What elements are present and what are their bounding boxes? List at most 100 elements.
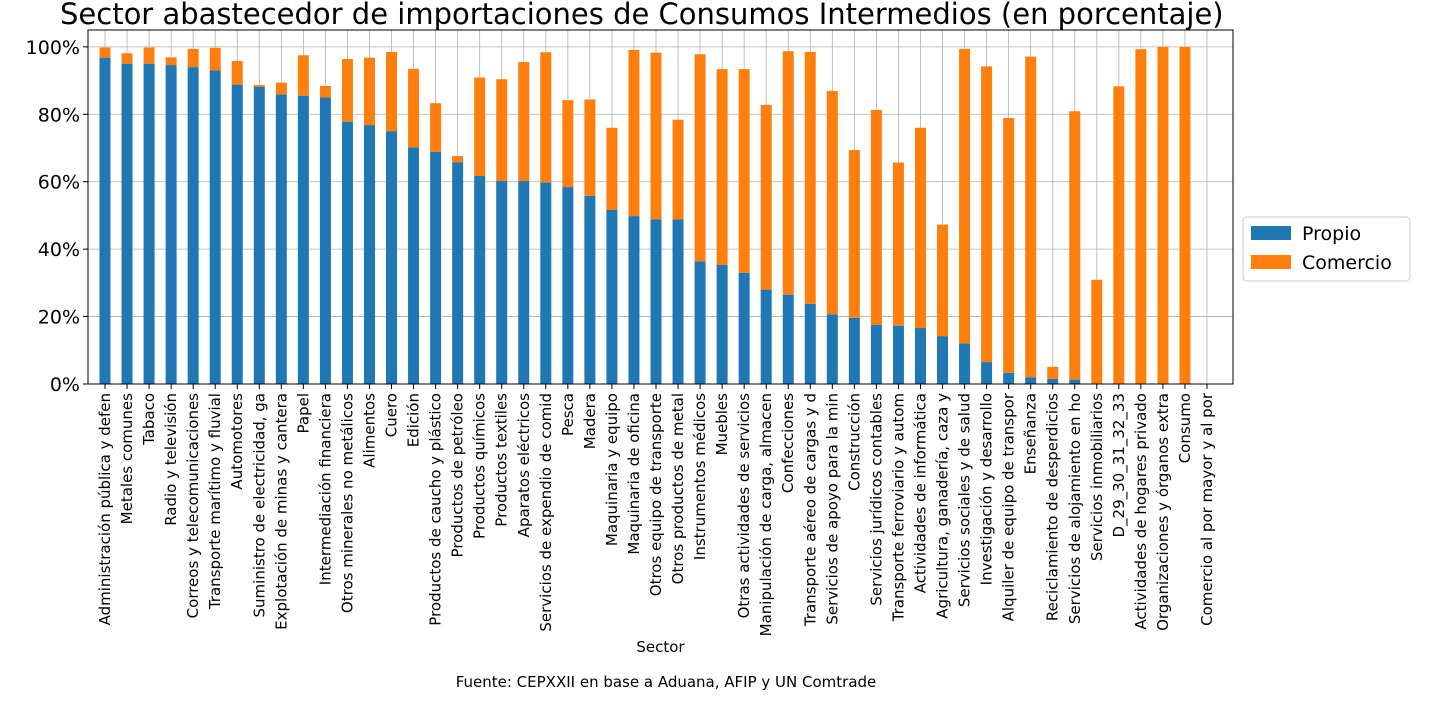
x-tick-label: Madera <box>581 393 599 449</box>
bar-comercio <box>1135 49 1147 385</box>
x-tick-label: Edición <box>405 393 423 447</box>
bar-comercio <box>452 156 464 163</box>
bar-propio <box>981 362 993 384</box>
bar-comercio <box>716 69 728 265</box>
bar-comercio <box>650 52 662 220</box>
y-tick-label: 0% <box>50 374 80 396</box>
bar-propio <box>540 182 552 384</box>
bar-propio <box>738 272 750 384</box>
bar-comercio <box>738 69 750 273</box>
bar-comercio <box>143 47 155 64</box>
x-tick-label: Servicios inmobiliarios <box>1088 393 1106 561</box>
x-tick-label: Manipulación de carga, almacen <box>757 393 775 636</box>
bar-comercio <box>1025 56 1037 378</box>
bar-comercio <box>1069 111 1081 380</box>
bar-propio <box>628 216 640 384</box>
bar-comercio <box>562 100 574 188</box>
legend-swatch-propio <box>1251 226 1291 240</box>
x-tick-label: Muebles <box>713 393 731 456</box>
x-tick-label: Productos químicos <box>471 393 489 539</box>
bar-comercio <box>518 62 530 182</box>
chart-title: Sector abastecedor de importaciones de C… <box>60 0 1224 31</box>
bar-comercio <box>1003 117 1015 373</box>
bar-propio <box>584 195 596 384</box>
bar-comercio <box>1157 46 1169 384</box>
bar-propio <box>892 325 904 384</box>
x-tick-label: Agricultura, ganadería, caza y <box>934 393 952 619</box>
x-tick-label: Intermediación financiera <box>316 393 334 585</box>
bar-propio <box>253 86 265 384</box>
x-tick-label: Papel <box>294 393 312 433</box>
y-tick-label: 60% <box>38 172 80 194</box>
y-tick-label: 20% <box>38 307 80 329</box>
bar-propio <box>1047 378 1059 384</box>
bar-propio <box>341 121 353 385</box>
bar-propio <box>606 209 618 384</box>
x-tick-label: D_29_30_31_32_33 <box>1110 393 1129 538</box>
bar-propio <box>231 84 243 385</box>
bar-comercio <box>430 103 442 152</box>
bar-comercio <box>386 51 398 132</box>
bar-comercio <box>848 150 860 318</box>
bar-propio <box>275 94 287 384</box>
bar-propio <box>452 162 464 384</box>
x-tick-label: Enseñanza <box>1022 393 1040 474</box>
y-axis-ticks: 0% 20% 40% 60% 80% 100% <box>26 37 88 396</box>
x-tick-label: Actividades de hogares privado <box>1132 393 1150 630</box>
x-tick-label: Metales comunes <box>118 393 136 525</box>
x-tick-label: Pesca <box>559 393 577 436</box>
bar-comercio <box>1179 46 1191 384</box>
y-tick-label: 80% <box>38 104 80 126</box>
bar-comercio <box>496 79 508 182</box>
bar-comercio <box>760 104 772 290</box>
bar-propio <box>1003 372 1015 384</box>
bar-propio <box>363 125 375 385</box>
x-tick-label: Explotación de minas y cantera <box>272 393 290 630</box>
bar-propio <box>297 95 309 384</box>
bar-comercio <box>540 52 552 183</box>
x-tick-label: Productos de petróleo <box>449 393 467 557</box>
bar-propio <box>319 97 331 384</box>
bar-comercio <box>209 47 221 71</box>
bar-comercio <box>981 66 993 363</box>
bar-comercio <box>606 127 618 210</box>
x-axis-ticks: Administración pública y defen Metales co… <box>96 384 1216 636</box>
bar-propio <box>408 147 420 384</box>
bar-comercio <box>363 57 375 126</box>
x-tick-label: Alquiler de equipo de transpor <box>1000 392 1018 621</box>
x-tick-label: Reciclamiento de desperdicios <box>1044 393 1062 621</box>
x-tick-label: Servicios de alojamiento en ho <box>1066 393 1084 624</box>
bar-comercio <box>914 127 926 329</box>
x-tick-label: Radio y televisión <box>162 393 180 526</box>
x-tick-label: Administración pública y defen <box>96 393 114 625</box>
bar-comercio <box>870 109 882 325</box>
bar-propio <box>848 317 860 384</box>
x-tick-label: Tabaco <box>140 393 158 446</box>
bar-propio <box>99 57 111 384</box>
bar-propio <box>496 181 508 384</box>
bar-propio <box>518 181 530 384</box>
bar-comercio <box>892 162 904 326</box>
bar-propio <box>1069 379 1081 384</box>
bar-comercio <box>1113 86 1125 384</box>
x-tick-label: Instrumentos médicos <box>691 393 709 560</box>
legend-label-comercio: Comercio <box>1302 252 1392 274</box>
bar-comercio <box>826 91 838 315</box>
bar-comercio <box>99 47 111 58</box>
bar-propio <box>782 294 794 384</box>
x-tick-label: Correos y telecomunicaciones <box>184 393 202 619</box>
x-tick-label: Investigación y desarrollo <box>978 393 996 585</box>
bar-propio <box>386 131 398 384</box>
x-tick-label: Construcción <box>845 393 863 491</box>
x-tick-label: Otras actividades de servicios <box>735 393 753 619</box>
bar-propio <box>914 328 926 384</box>
bar-comercio <box>275 82 287 95</box>
x-tick-label: Transporte marítimo y fluvial <box>206 393 224 610</box>
bar-propio <box>187 67 199 384</box>
x-tick-label: Suministro de electricidad, ga <box>250 393 268 617</box>
x-tick-label: Confecciones <box>779 393 797 493</box>
bar-comercio <box>474 77 486 176</box>
bar-propio <box>826 314 838 384</box>
bar-comercio <box>804 51 816 304</box>
